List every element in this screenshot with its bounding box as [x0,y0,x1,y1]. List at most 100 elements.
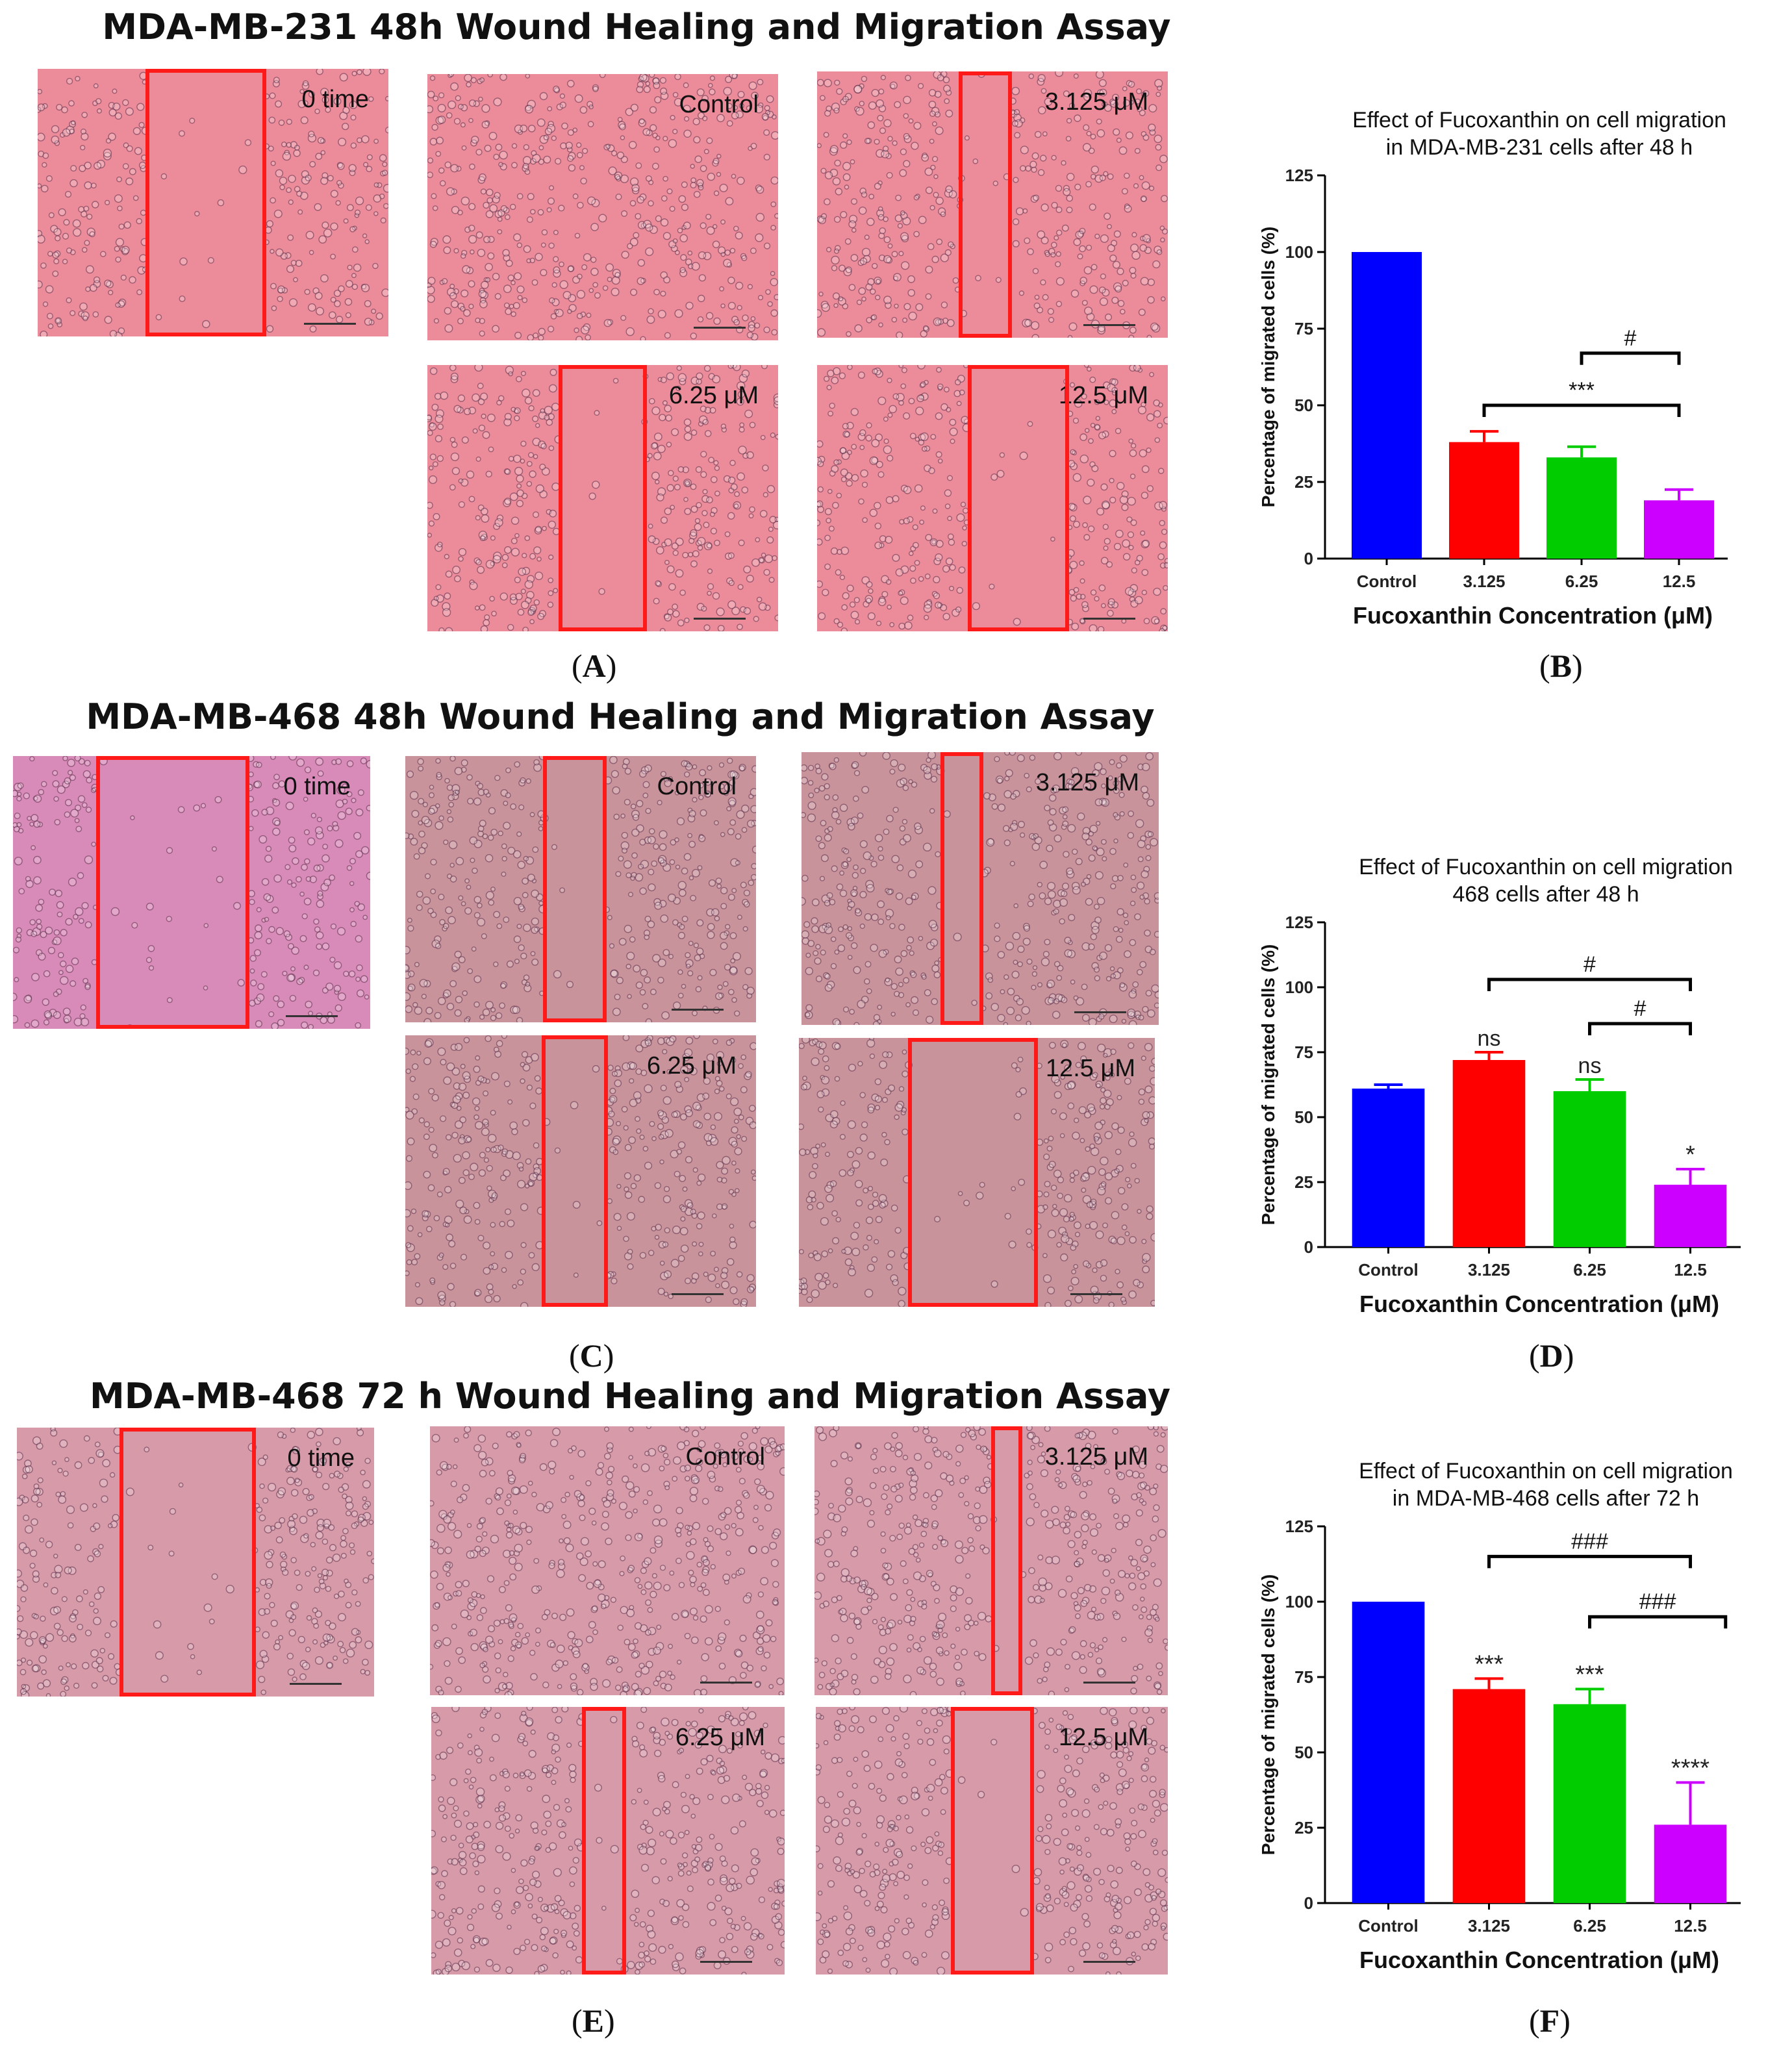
cell [817,538,823,546]
cell [1031,842,1040,852]
cell [831,1210,838,1217]
cell [705,1296,712,1304]
cell [913,231,920,238]
cell [750,1042,756,1050]
cell [474,365,483,372]
cell [936,238,943,246]
cell [1159,541,1167,549]
cell [1144,1118,1149,1124]
cell [481,281,489,289]
cell [548,242,555,249]
cell [470,1643,479,1652]
cell [750,142,757,149]
cell [680,254,687,261]
cell [535,253,543,261]
cell [1063,188,1071,196]
cell [1012,218,1020,225]
cell [455,1581,462,1589]
cell [697,545,703,551]
cell [480,188,487,195]
cell [1086,131,1092,136]
cell [1018,820,1026,828]
cell [816,1202,824,1210]
cell [1098,286,1106,294]
cell [1099,952,1107,960]
cell [516,242,523,248]
cell [656,493,664,501]
cell [653,146,660,153]
cell [726,1039,733,1046]
cell [642,1146,649,1152]
cell [1090,933,1097,940]
cell [1027,421,1033,427]
cell [330,253,336,260]
cell [490,829,498,836]
cell [674,1081,682,1089]
cell [1153,399,1161,407]
cell [1050,242,1057,248]
cell [1070,1276,1079,1285]
cell [277,1487,286,1496]
cell [45,1633,55,1642]
cell [721,1167,728,1175]
cell [890,983,898,990]
cell [817,520,821,527]
cell [543,155,551,164]
cell [349,907,355,913]
cell [1038,106,1046,114]
cell [307,303,316,312]
cell [1066,173,1075,181]
cell [426,1226,433,1233]
cell [957,1191,963,1196]
cell [451,1623,457,1630]
cell [425,873,431,879]
cell [1145,752,1154,761]
cell [720,251,726,257]
cell [1098,79,1107,87]
cell [833,292,840,300]
cell [650,1547,657,1554]
cell [461,759,468,766]
cell [301,863,308,871]
cell [871,88,879,97]
cell [364,1640,373,1649]
cell [833,248,840,254]
cell [972,158,979,164]
cell [629,1605,635,1610]
cell [824,900,831,907]
cell [294,1478,300,1483]
cell [1040,279,1046,286]
cell [531,1585,540,1594]
cell [424,1040,433,1048]
cell [55,317,62,325]
cell [53,1606,61,1614]
cell [720,219,726,225]
cell [498,1144,504,1151]
cell [639,989,646,996]
cell [755,212,764,222]
cell [260,971,268,978]
cell [70,165,77,172]
cell [850,1231,859,1241]
cell [724,1507,732,1515]
cell [554,1147,561,1154]
cell [264,1608,271,1615]
cell [807,801,816,810]
cell [858,498,864,505]
cell [1109,966,1115,972]
cell [107,1523,113,1528]
cell [262,1497,269,1504]
cell [1104,1104,1111,1110]
cell [109,330,118,336]
cell [515,592,523,601]
cell [839,870,844,876]
cell [433,318,440,324]
cell [1022,208,1028,214]
cell [689,1494,698,1502]
cell [882,1051,889,1058]
cell [874,1239,879,1244]
cell [701,495,709,503]
cell [492,325,499,333]
cell [355,850,363,858]
cell [477,566,485,574]
